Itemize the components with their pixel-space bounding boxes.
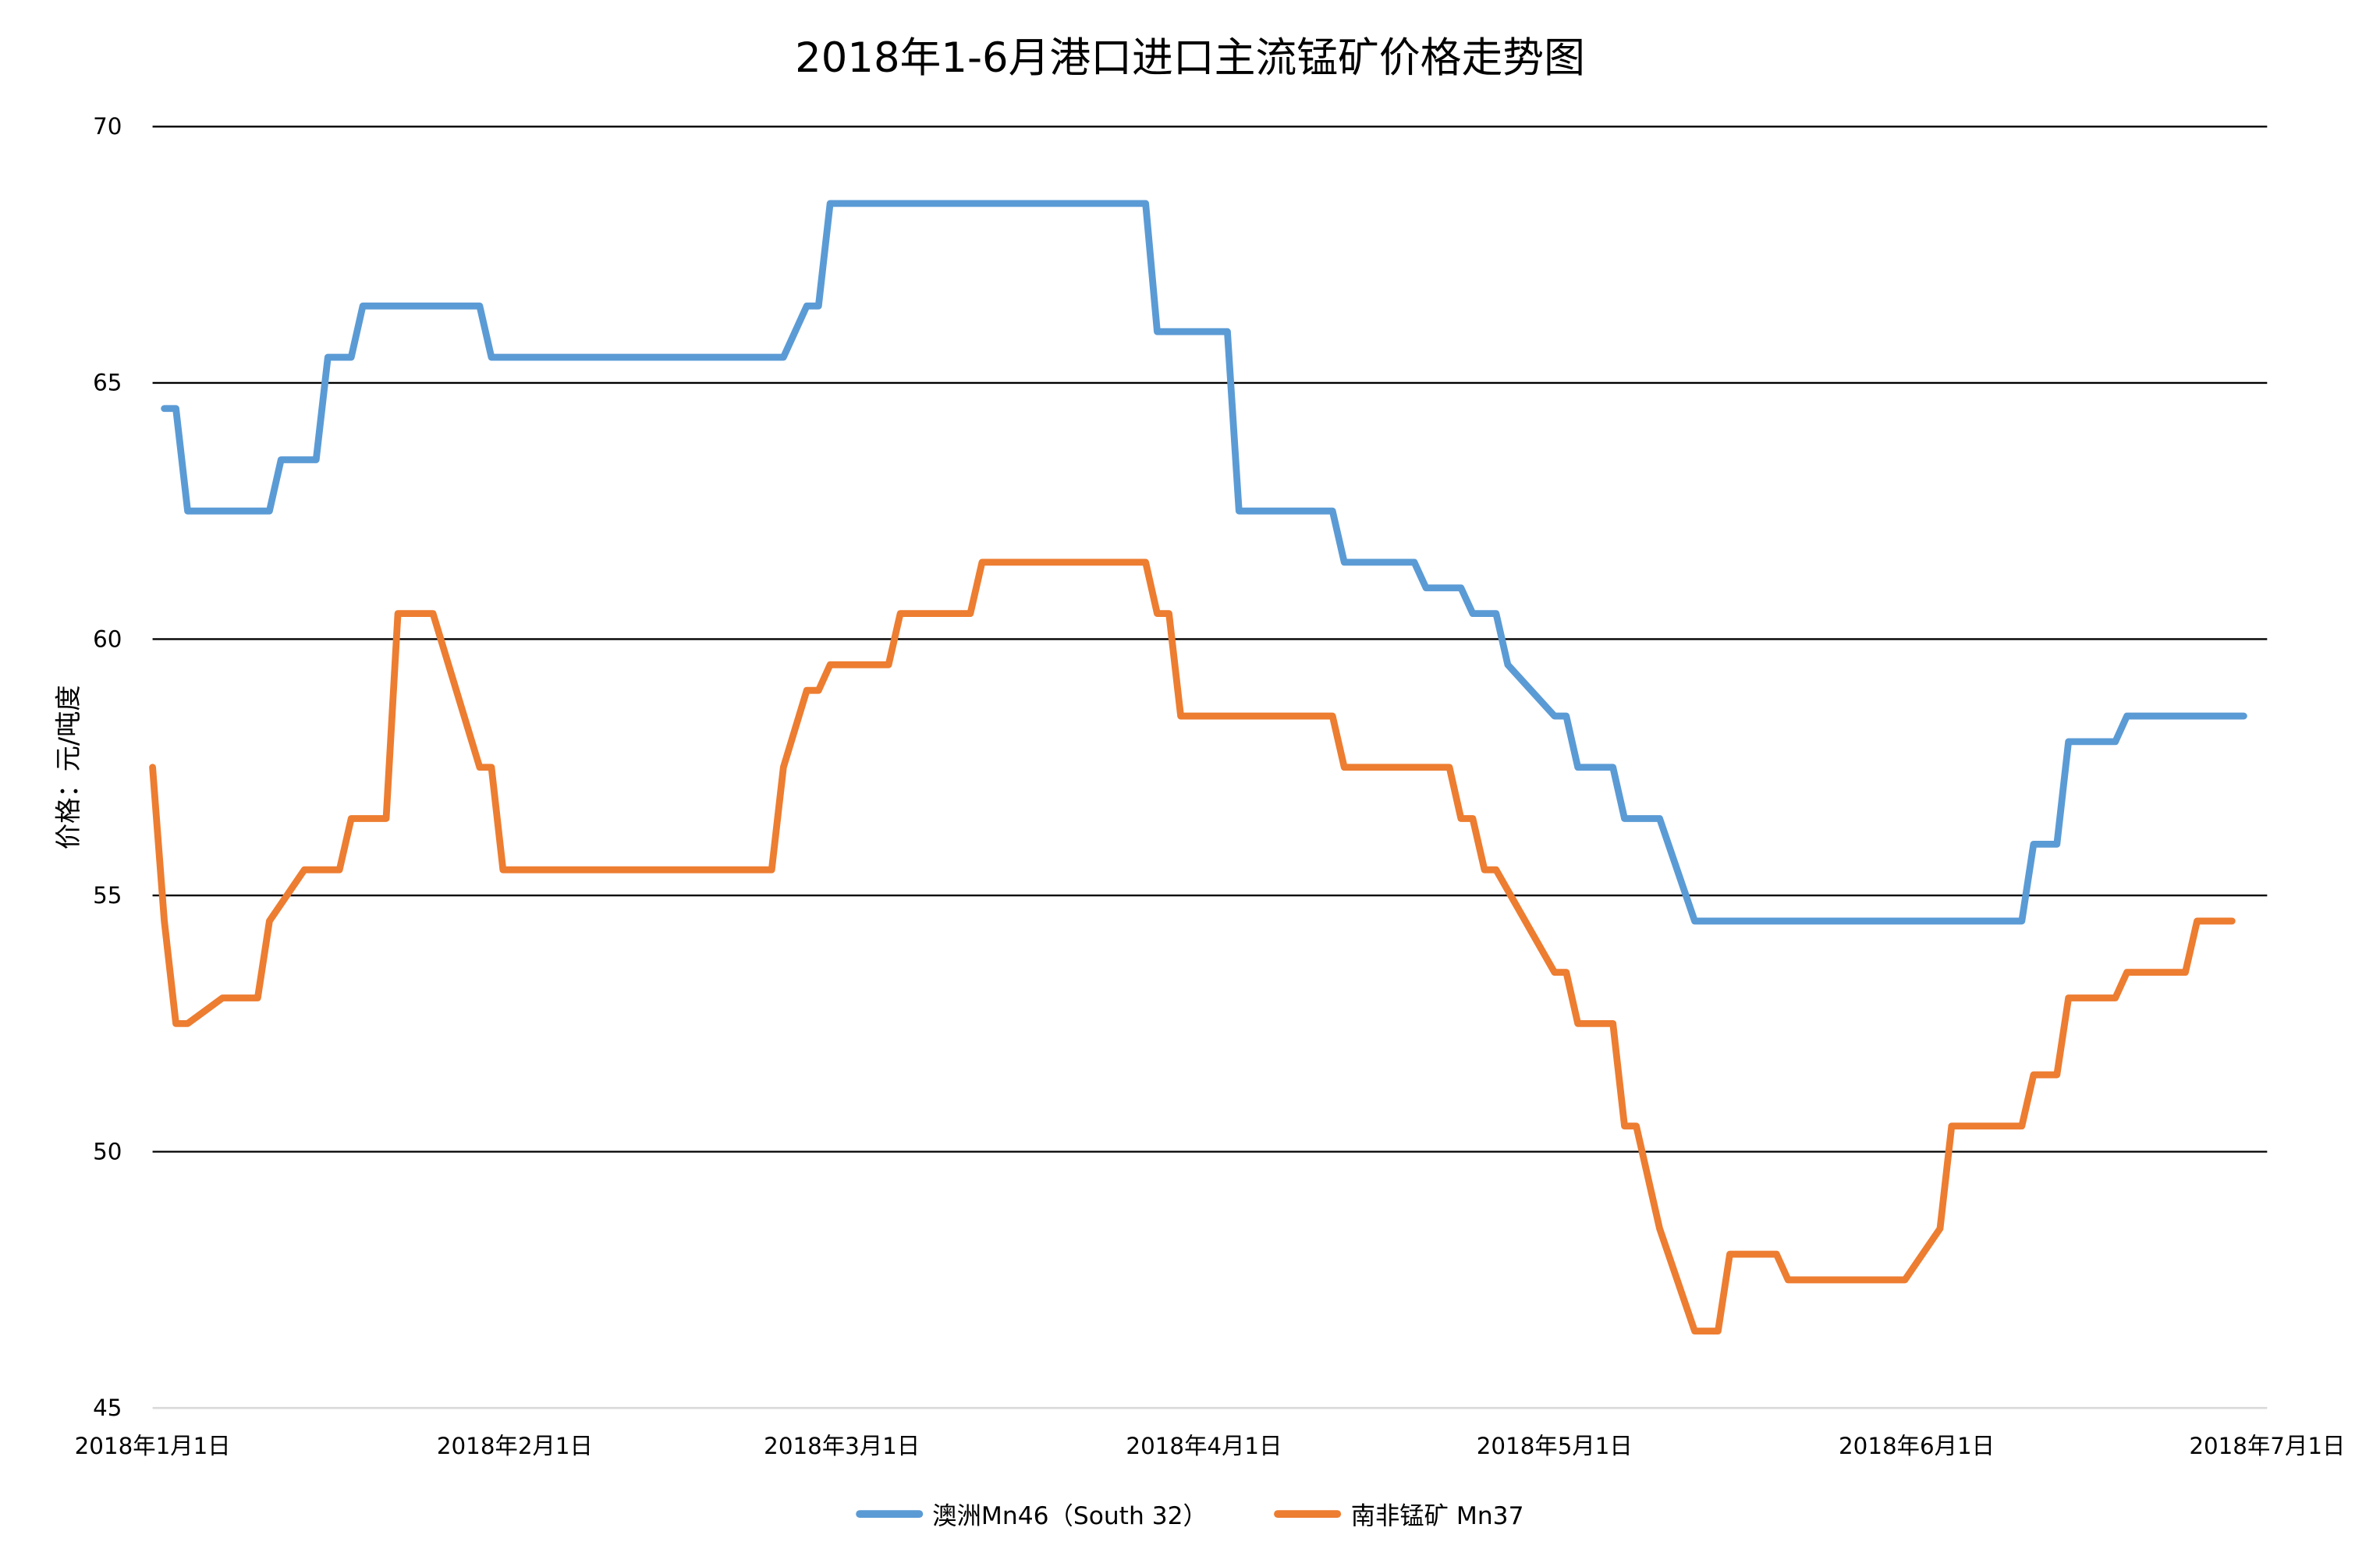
series-line-0 — [161, 200, 2247, 925]
legend-label: 澳洲Mn46（South 32） — [932, 1501, 1208, 1530]
series-lines — [149, 200, 2247, 1335]
x-tick-label: 2018年7月1日 — [2189, 1432, 2346, 1460]
y-tick-label: 50 — [93, 1138, 122, 1166]
gridlines — [152, 126, 2268, 1409]
x-tick-label: 2018年1月1日 — [74, 1432, 231, 1460]
y-tick-label: 60 — [93, 625, 122, 654]
y-tick-label: 55 — [93, 881, 122, 909]
x-tick-label: 2018年2月1日 — [436, 1432, 593, 1460]
legend-item-australia[interactable]: 澳洲Mn46（South 32） — [856, 1495, 1208, 1532]
legend-item-south-africa[interactable]: 南非锰矿 Mn37 — [1274, 1495, 1524, 1532]
legend-label: 南非锰矿 Mn37 — [1350, 1501, 1524, 1530]
x-tick-label: 2018年3月1日 — [764, 1432, 920, 1460]
y-tick-label: 70 — [93, 112, 122, 140]
x-tick-label: 2018年4月1日 — [1126, 1432, 1282, 1460]
x-tick-label: 2018年6月1日 — [1838, 1432, 1995, 1460]
chart-title: 2018年1-6月港口进口主流锰矿价格走势图 — [795, 34, 1585, 83]
legend-line-icon — [856, 1509, 924, 1518]
series-line-1 — [149, 558, 2236, 1335]
legend-line-icon — [1274, 1509, 1342, 1518]
legend: 澳洲Mn46（South 32） 南非锰矿 Mn37 — [0, 1495, 2380, 1532]
y-tick-label: 65 — [93, 369, 122, 397]
y-tick-label: 45 — [93, 1394, 122, 1422]
x-tick-label: 2018年5月1日 — [1476, 1432, 1633, 1460]
